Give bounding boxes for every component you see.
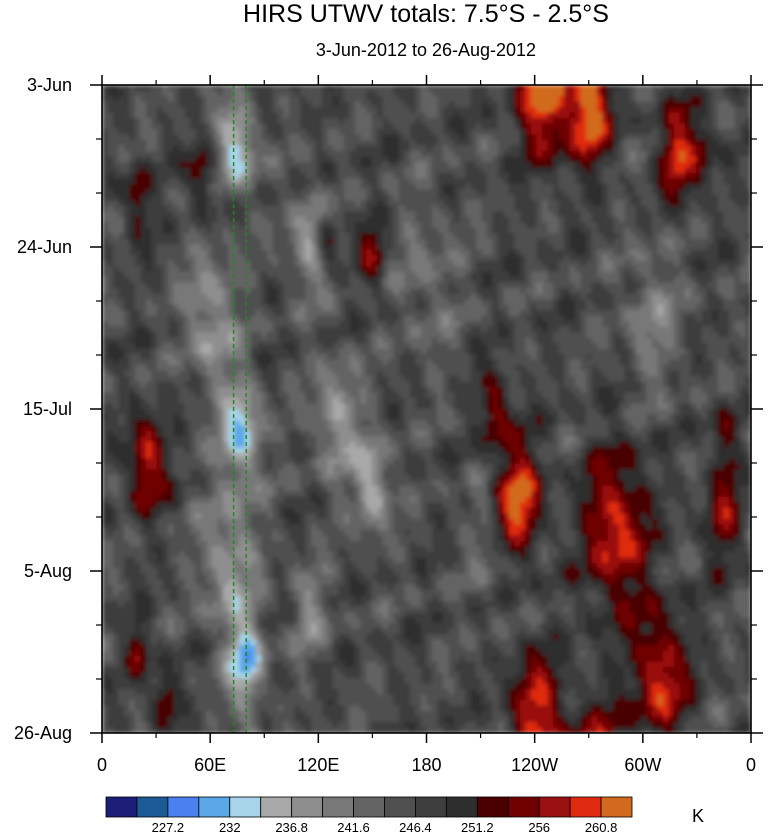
data-field xyxy=(102,85,752,734)
y-tick-label: 15-Jul xyxy=(23,399,72,419)
colorbar-box xyxy=(570,797,601,817)
colorbar-box xyxy=(292,797,323,817)
y-tick-label: 5-Aug xyxy=(24,561,72,581)
colorbar-box xyxy=(539,797,570,817)
colorbar-box xyxy=(323,797,354,817)
y-tick-label: 3-Jun xyxy=(27,75,72,95)
colorbar-unit: K xyxy=(692,806,704,826)
colorbar-label: 260.8 xyxy=(585,820,618,834)
colorbar-label: 241.6 xyxy=(337,820,370,834)
colorbar-label: 236.8 xyxy=(275,820,308,834)
colorbar-label: 251.2 xyxy=(461,820,494,834)
colorbar-box xyxy=(106,797,137,817)
x-tick-label: 0 xyxy=(97,755,107,775)
colorbar-box xyxy=(199,797,230,817)
colorbar-box xyxy=(384,797,415,817)
colorbar-box xyxy=(354,797,385,817)
colorbar-box xyxy=(477,797,508,817)
colorbar-label: 246.4 xyxy=(399,820,432,834)
y-tick-label: 26-Aug xyxy=(14,723,72,743)
colorbar-box xyxy=(261,797,292,817)
colorbar-box xyxy=(137,797,168,817)
x-tick-label: 180 xyxy=(411,755,441,775)
x-tick-label: 120E xyxy=(297,755,339,775)
colorbar-label: 256 xyxy=(528,820,550,834)
x-tick-label: 60E xyxy=(194,755,226,775)
colorbar-box xyxy=(446,797,477,817)
y-tick-label: 24-Jun xyxy=(17,237,72,257)
colorbar-label: 232 xyxy=(219,820,241,834)
colorbar-box xyxy=(508,797,539,817)
x-tick-label: 60W xyxy=(624,755,661,775)
x-tick-label: 120W xyxy=(511,755,558,775)
colorbar: 227.2 232 236.8 241.6 246.4 251.2 256 260.8 K xyxy=(106,797,704,834)
colorbar-box xyxy=(168,797,199,817)
colorbar-box xyxy=(601,797,632,817)
x-tick-label: 0 xyxy=(746,755,756,775)
colorbar-label: 227.2 xyxy=(152,820,185,834)
colorbar-box xyxy=(230,797,261,817)
colorbar-box xyxy=(415,797,446,817)
